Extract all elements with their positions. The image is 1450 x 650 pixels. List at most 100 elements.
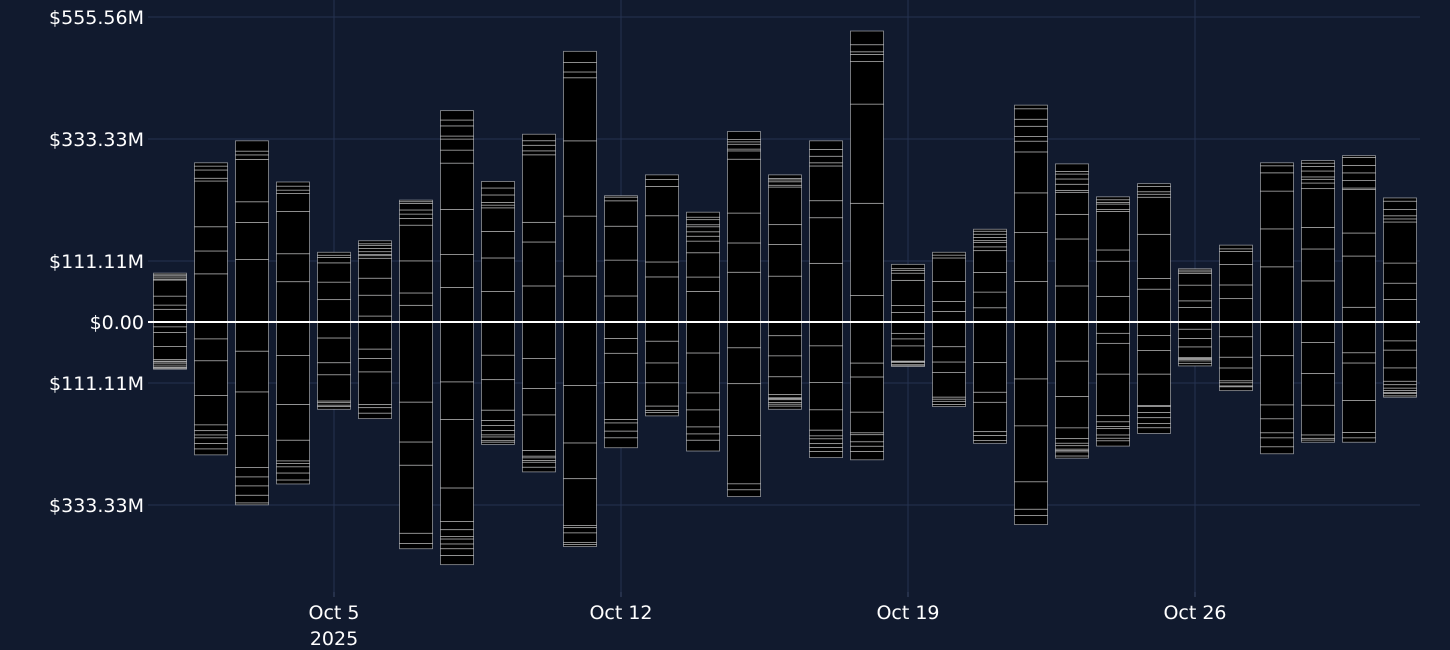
bar-segment [932,346,966,363]
bar-segment [1219,248,1253,252]
bar-segment [194,177,228,182]
positive-bar [850,30,884,323]
bar-segment [1219,386,1253,392]
bar-segment [1178,268,1212,271]
bar-segment [727,383,761,436]
bar-segment [235,502,269,506]
bar-segment [1178,346,1212,359]
bar-segment [1301,434,1335,439]
bar-segment [809,321,843,347]
bar-segment [194,180,228,228]
bar-segment [276,189,310,194]
negative-bar [1178,321,1212,367]
bar-segment [1301,166,1335,172]
bar-segment [481,436,515,442]
bar-segment [1301,248,1335,282]
bar-segment [1178,300,1212,308]
bar-segment [850,103,884,204]
bar-segment [932,404,966,407]
bar-segment [358,371,392,406]
bar-segment [1137,183,1171,187]
bar-segment [1219,284,1253,300]
bar-segment [1178,321,1212,330]
bar-segment [932,361,966,373]
positive-bar [809,140,843,323]
bar-segment [1096,321,1130,334]
bar-segment [1055,360,1089,398]
bar-segment [194,250,228,275]
bar-segment [1383,209,1417,217]
bar-segment [604,437,638,449]
bar-segment [563,140,597,217]
bar-segment [563,527,597,534]
bar-segment [317,362,351,376]
bar-segment [276,355,310,405]
negative-bar [1383,321,1417,398]
negative-bar [276,321,310,485]
bar-segment [276,181,310,187]
bar-segment [1383,299,1417,323]
bar-segment [1014,515,1048,525]
bar-segment [1096,342,1130,375]
bar-segment [1137,423,1171,429]
bar-segment [235,494,269,504]
negative-bar [809,321,843,459]
bar-segment [522,450,556,457]
bar-segment [973,228,1007,232]
negative-bar [358,321,392,420]
bar-segment [1096,332,1130,344]
bar-segment [604,200,638,227]
bar-segment [1260,321,1294,357]
bar-segment [563,62,597,73]
bar-segment [522,466,556,473]
bar-segment [522,461,556,468]
bar-segment [358,251,392,256]
bar-segment [317,257,351,264]
bar-segment [153,326,187,333]
bar-segment [1301,160,1335,164]
bar-segment [522,414,556,451]
positive-bar [481,181,515,323]
bar-segment [850,411,884,434]
bar-segment [1096,421,1130,427]
bar-segment [1055,445,1089,450]
bar-segment [809,217,843,264]
bar-segment [768,376,802,396]
bar-segment [1096,249,1130,262]
bar-segment [932,371,966,398]
bar-segment [850,445,884,452]
bar-segment [768,186,802,226]
bar-segment [399,209,433,215]
x-tick-label: Oct 5 [309,602,360,624]
bar-segment [1055,163,1089,172]
bar-segment [1096,211,1130,251]
bar-segment [1301,373,1335,406]
bar-segment [522,457,556,461]
bar-segment [317,337,351,364]
bar-segment [235,259,269,323]
bar-segment [440,529,474,537]
positive-bar [1137,183,1171,323]
bar-segment [809,165,843,202]
negative-bar [932,321,966,407]
bar-segment [1301,280,1335,323]
bar-segment [1342,362,1376,401]
negative-bar [768,321,802,410]
bar-segment [1342,155,1376,158]
bar-segment [768,321,802,337]
negative-bar [194,321,228,456]
bar-segment [1383,349,1417,369]
bar-segment [276,253,310,283]
bar-segment [850,441,884,447]
bar-segment [809,382,843,411]
x-tick-label: Oct 26 [1163,602,1226,624]
bar-segment [1096,428,1130,436]
bar-segment [604,430,638,439]
bar-segment [1301,170,1335,178]
bar-segment [522,150,556,156]
bar-segment [768,244,802,277]
bar-segment [563,321,597,386]
bar-segment [604,225,638,261]
bar-segment [1219,336,1253,358]
bar-segment [235,476,269,487]
